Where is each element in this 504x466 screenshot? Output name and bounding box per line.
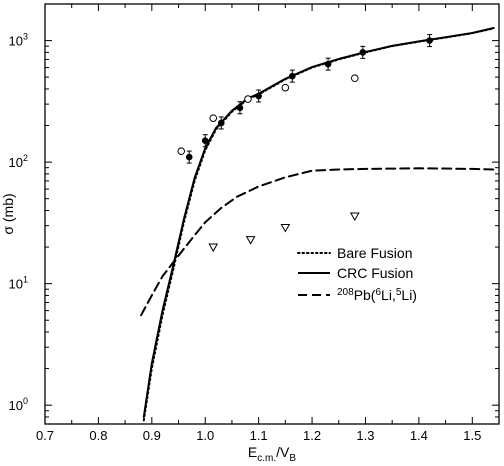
open-triangle-point [349,212,360,222]
x-tick-label: 0.8 [89,428,107,443]
series-layer [140,27,495,422]
series-line-solid [142,27,495,418]
open-circle-point [177,147,185,155]
filled-circle-point [236,104,244,112]
open-circle-point [209,114,218,122]
y-tick-label: 101 [9,275,28,292]
open-triangle-point [245,236,256,245]
legend-label-bare-fusion: Bare Fusion [337,245,412,261]
y-tick-label: 103 [9,32,28,49]
open-circle-point [281,83,290,92]
filled-circle-point [288,72,296,80]
y-axis-label: σ (mb) [0,193,16,234]
axis-ticks: 0.7 0.8 0.9 1.0 1.1 1.2 1.3 1.4 1.5 100 101 102 103 [9,3,499,443]
legend: Bare Fusion CRC Fusion 208Pb(6Li,5Li) [297,245,417,303]
x-tick-label: 1.0 [196,428,214,443]
series-line-dashed [140,167,495,317]
x-tick-label: 1.5 [463,428,481,443]
x-tick-label: 1.1 [250,428,268,443]
x-tick-label: 1.4 [410,428,428,443]
filled-circle-point [185,153,193,161]
x-axis-label: Ec.m./VB [248,444,296,464]
plot-frame [44,3,500,425]
filled-circle-point [255,92,262,100]
x-label-sub1: c.m. [257,453,276,464]
filled-circle-point [217,119,225,127]
y-tick-label: 100 [9,396,28,413]
x-tick-label: 1.3 [356,428,374,443]
legend-label-breakup: 208Pb(6Li,5Li) [337,287,417,303]
markers-layer [177,34,433,253]
x-tick-label: 1.2 [303,428,321,443]
filled-circle-point [359,49,367,56]
x-label-sub2: B [289,453,296,464]
filled-circle-point [426,37,433,44]
y-tick-label: 102 [9,153,28,170]
open-triangle-point [280,223,291,233]
x-label-mid: /V [276,444,290,460]
x-tick-label: 0.9 [143,428,161,443]
open-triangle-point [208,243,219,253]
open-circle-point [244,95,252,103]
filled-circle-point [324,60,332,68]
filled-circle-point [201,137,209,145]
series-line-dotted [142,27,495,422]
legend-label-crc-fusion: CRC Fusion [337,265,413,281]
x-label-main: E [248,444,257,460]
open-circle-point [350,74,359,83]
x-tick-label: 0.7 [36,428,54,443]
